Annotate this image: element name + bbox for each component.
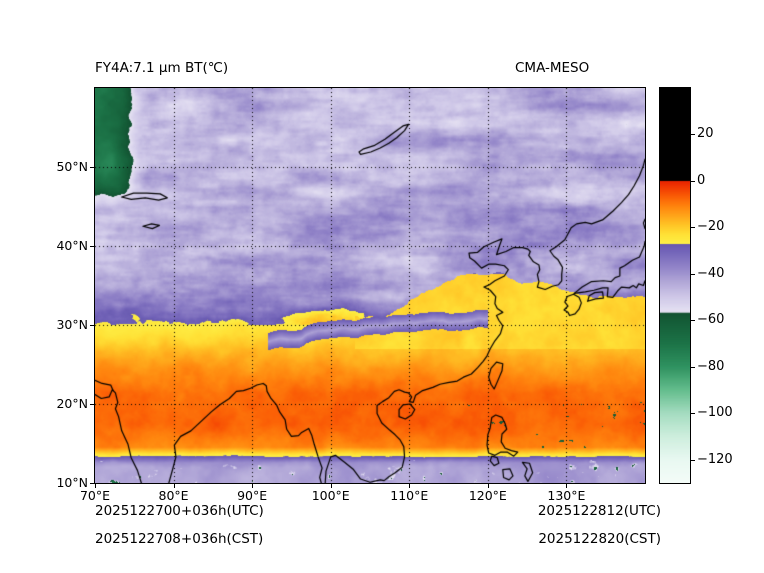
valid-time-utc: 2025122812(UTC) [537, 503, 661, 519]
x-tick-label: 90°E [237, 488, 268, 503]
init-time-cst: 2025122708+036h(CST) [95, 531, 264, 547]
y-tick-label: 30°N [56, 317, 88, 332]
x-tick-mark [488, 484, 489, 488]
x-tick-label: 70°E [79, 488, 111, 503]
colorbar-tick-mark [691, 413, 695, 414]
map-panel [94, 87, 646, 484]
colorbar-tick-label: −60 [697, 312, 725, 328]
y-tick-mark [90, 167, 94, 168]
y-tick-mark [90, 246, 94, 247]
y-tick-label: 40°N [56, 238, 88, 253]
x-tick-mark [566, 484, 567, 488]
bt-field-map-canvas [95, 88, 645, 483]
x-tick-label: 120°E [468, 488, 507, 503]
colorbar [659, 87, 691, 484]
x-tick-label: 80°E [158, 488, 189, 503]
x-tick-mark [409, 484, 410, 488]
y-tick-label: 50°N [56, 159, 88, 174]
colorbar-tick-label: 0 [697, 172, 706, 188]
colorbar-tick-mark [691, 134, 695, 135]
colorbar-tick-label: −20 [697, 219, 725, 235]
x-tick-label: 100°E [311, 488, 350, 503]
y-tick-label: 10°N [56, 475, 88, 490]
x-tick-mark [95, 484, 96, 488]
colorbar-canvas [660, 88, 690, 483]
init-time-utc: 2025122700+036h(UTC) [95, 503, 264, 519]
x-tick-mark [252, 484, 253, 488]
valid-time-cst: 2025122820(CST) [538, 531, 661, 547]
colorbar-tick-label: −100 [697, 405, 733, 421]
chart-title: FY4A:7.1 μm BT(℃) [95, 60, 229, 76]
colorbar-tick-mark [691, 367, 695, 368]
colorbar-tick-mark [691, 181, 695, 182]
y-tick-mark [90, 325, 94, 326]
colorbar-tick-label: −120 [697, 451, 733, 467]
colorbar-tick-label: 20 [697, 126, 714, 142]
y-tick-label: 20°N [56, 396, 88, 411]
model-label: CMA-MESO [515, 60, 590, 76]
y-tick-mark [90, 483, 94, 484]
colorbar-tick-mark [691, 320, 695, 321]
colorbar-tick-mark [691, 274, 695, 275]
colorbar-tick-mark [691, 460, 695, 461]
colorbar-tick-label: −40 [697, 265, 725, 281]
y-tick-mark [90, 404, 94, 405]
colorbar-tick-mark [691, 227, 695, 228]
x-tick-label: 130°E [547, 488, 586, 503]
x-tick-mark [174, 484, 175, 488]
colorbar-tick-label: −80 [697, 358, 725, 374]
x-tick-mark [331, 484, 332, 488]
x-tick-label: 110°E [390, 488, 429, 503]
